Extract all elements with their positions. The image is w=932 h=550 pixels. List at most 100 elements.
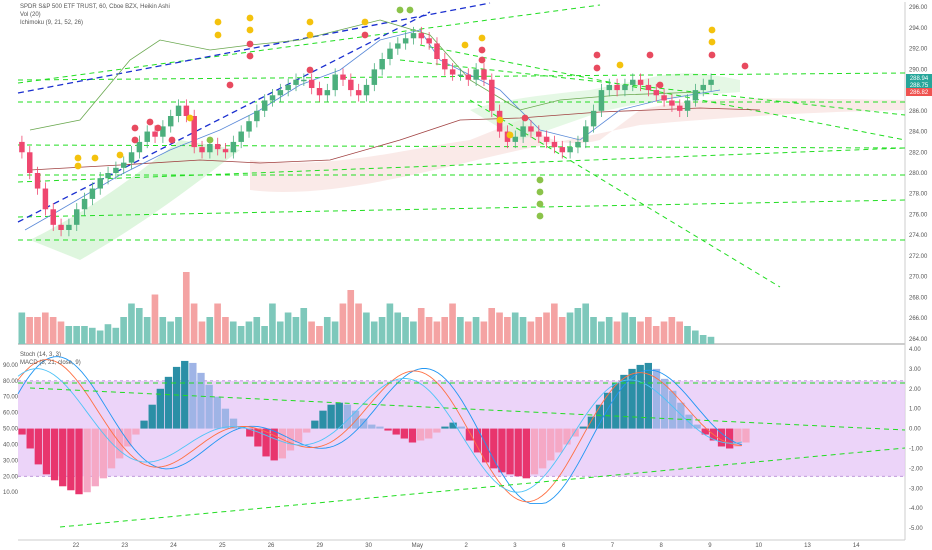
candle-body [136, 141, 143, 153]
volume-bar [245, 321, 253, 344]
ichimoku-lagging-line [29, 19, 701, 131]
volume-bar [582, 303, 589, 344]
date-tick-label: 13 [804, 543, 811, 549]
macd-histogram-bar [669, 390, 677, 429]
macd-histogram-bar [278, 428, 286, 459]
volume-bar [386, 303, 394, 344]
volume-bar [645, 317, 652, 344]
macd-histogram-bar [742, 428, 750, 443]
macd-histogram-bar [197, 372, 205, 429]
signal-dot [708, 51, 716, 59]
candle-body [559, 147, 566, 153]
volume-bar [339, 303, 347, 344]
volume-bar [488, 308, 496, 344]
date-tick-label: 10 [755, 543, 762, 549]
ichimoku-legend: Ichimoku (9, 21, 52, 26) [20, 20, 84, 26]
candle-body [489, 79, 495, 111]
signal-dot [646, 51, 654, 59]
candle-body [152, 131, 158, 137]
volume-bar [49, 317, 57, 344]
volume-bar [472, 317, 480, 344]
volume-bar [276, 321, 284, 344]
candle-body [113, 167, 119, 173]
volume-bar [707, 336, 715, 344]
volume-bar [229, 321, 237, 344]
candle-body [222, 149, 229, 153]
candle-body [637, 79, 644, 85]
trend-line [469, 99, 781, 288]
macd-histogram-bar [538, 428, 547, 469]
volume-bar [96, 330, 104, 344]
volume-bar [18, 312, 26, 344]
candle-body [246, 121, 252, 132]
macd-tick-label: -1.00 [909, 446, 923, 452]
volume-legend: Vol (20) [20, 12, 41, 18]
candle-body [183, 105, 190, 116]
macd-histogram-bar [563, 428, 571, 445]
macd-histogram-bar [587, 416, 596, 429]
volume-bar [41, 312, 49, 344]
candle-body [481, 69, 487, 80]
macd-histogram-bar [351, 410, 360, 429]
macd-histogram-bar [595, 404, 604, 429]
candle-body [277, 90, 284, 96]
macd-histogram-bar [701, 428, 709, 435]
volume-bar [331, 321, 339, 344]
date-tick-label: 3 [513, 543, 517, 549]
candle-body [81, 198, 88, 210]
macd-histogram-bar [726, 428, 734, 449]
macd-tick-label: 0.00 [909, 427, 921, 433]
macd-histogram-bar [327, 404, 335, 429]
trend-line [419, 44, 906, 141]
volume-bar [394, 312, 402, 344]
signal-dot [536, 212, 544, 220]
candle-body [355, 90, 362, 96]
signal-dot [741, 62, 749, 70]
date-tick-label: 9 [708, 543, 712, 549]
candle-body [167, 116, 174, 127]
macd-histogram-bar [547, 428, 555, 461]
volume-bar [206, 317, 214, 344]
volume-bar [558, 317, 566, 344]
signal-dot [246, 26, 254, 34]
candle-body [661, 95, 667, 101]
volume-bar [292, 317, 300, 344]
macd-histogram-bar [416, 428, 425, 441]
candle-body [332, 74, 338, 91]
date-tick-label: 25 [219, 543, 226, 549]
volume-bar [159, 317, 167, 344]
signal-dot [616, 61, 624, 69]
signal-dot [361, 18, 369, 26]
candle-body [144, 131, 150, 142]
macd-histogram-bar [604, 392, 612, 429]
trend-line-blue [17, 2, 491, 94]
macd-histogram-bar [335, 402, 343, 429]
signal-dot [478, 34, 486, 42]
ichimoku-base-line [29, 107, 761, 171]
macd-histogram-bar [514, 428, 522, 477]
price-badge-label: 288.94 [910, 76, 929, 82]
macd-histogram-bar [116, 428, 124, 459]
volume-bar [26, 317, 33, 344]
volume-bar [441, 317, 449, 344]
signal-dot [708, 38, 716, 46]
candle-body [97, 178, 103, 189]
macd-histogram-bar [270, 428, 278, 461]
macd-histogram-bar [164, 376, 173, 429]
macd-legend: MACD (8, 21, close, 9) [20, 360, 81, 366]
candle-body [371, 69, 378, 85]
candle-body [27, 152, 33, 173]
candle-body [512, 136, 519, 142]
macd-tick-label: -5.00 [909, 526, 923, 532]
volume-bar [527, 321, 535, 344]
signal-dot [131, 136, 139, 144]
price-tick-label: 282.00 [909, 150, 928, 156]
signal-dot [406, 6, 414, 14]
candle-body [199, 147, 205, 153]
trend-line-blue [17, 11, 431, 223]
macd-histogram-bar [636, 364, 644, 429]
candle-body [308, 79, 315, 89]
volume-bar [551, 303, 558, 344]
candle-body [230, 141, 237, 153]
